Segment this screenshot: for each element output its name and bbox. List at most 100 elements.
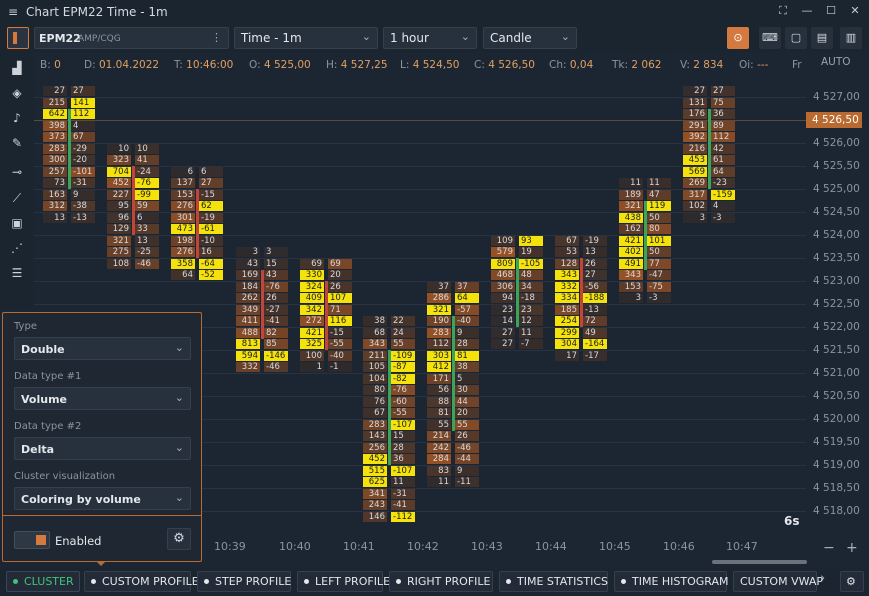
- cluster-delta-cell: 41: [135, 155, 159, 165]
- template-icon[interactable]: ▤: [811, 27, 833, 49]
- time-tick: 10:44: [535, 540, 567, 553]
- price-axis[interactable]: AUTO 4 527,00 4 526,00 4 525,50 4 525,00 4 5…: [806, 52, 869, 536]
- cluster-volume-cell: 809: [491, 258, 515, 269]
- tab-label: TIME HISTOGRAM: [632, 575, 729, 588]
- panel-toggle-icon[interactable]: ▥: [840, 27, 862, 49]
- symbol-selector[interactable]: EPM22 AMP/CQG ⋮: [34, 27, 229, 49]
- mouse-icon[interactable]: ▢: [785, 27, 807, 49]
- indicators-icon[interactable]: ▟: [12, 61, 22, 75]
- cluster-volume-cell: 317: [683, 189, 707, 200]
- zoom-out-icon[interactable]: −: [823, 540, 835, 556]
- cluster-volume-cell: 6: [171, 166, 195, 177]
- cluster-delta-cell: 82: [264, 327, 288, 338]
- tab-dot-icon: [204, 578, 209, 584]
- cluster-volume-cell: 27: [491, 339, 515, 349]
- volume-readout: V: 2 834: [680, 59, 724, 71]
- horizontal-line-icon[interactable]: ⊸: [11, 165, 23, 179]
- sidebar-toggle-icon[interactable]: [7, 27, 29, 49]
- cluster-delta-cell: -18: [519, 293, 543, 303]
- cluster-volume-cell: 256: [363, 442, 387, 453]
- cluster-volume-cell: 473: [171, 224, 195, 234]
- chart-type-dropdown[interactable]: Candle ⌄: [483, 27, 577, 49]
- bell-icon[interactable]: ♪: [13, 111, 21, 125]
- period-dropdown[interactable]: 1 hour ⌄: [383, 27, 477, 49]
- cluster-volume-cell: 453: [683, 155, 707, 165]
- cluster-volume-cell: 100: [300, 350, 324, 361]
- minimize-icon[interactable]: —: [801, 4, 813, 17]
- data-type-2-select[interactable]: Delta ⌄: [14, 437, 191, 460]
- chevron-down-icon: ⌄: [174, 341, 184, 354]
- cluster-volume-cell: 13: [43, 212, 67, 223]
- fibonacci-icon[interactable]: ⋰: [11, 241, 23, 255]
- cluster-volume-cell: 243: [363, 500, 387, 510]
- symbol-name: EPM22: [39, 32, 81, 45]
- cluster-volume-cell: 88: [427, 396, 451, 407]
- cluster-delta-cell: 59: [135, 201, 159, 211]
- chevron-right-icon[interactable]: ›: [820, 571, 825, 586]
- tab-step-profile[interactable]: STEP PROFILE: [197, 571, 291, 592]
- cluster-delta-cell: 119: [647, 201, 671, 211]
- data-type-1-select[interactable]: Volume ⌄: [14, 387, 191, 410]
- cluster-volume-cell: 27: [683, 86, 707, 96]
- price-tick: 4 524,50: [813, 206, 860, 218]
- price-tick: 4 525,00: [813, 183, 860, 195]
- pencil-icon[interactable]: ✎: [11, 136, 23, 150]
- tab-cluster[interactable]: CLUSTER: [6, 571, 80, 592]
- price-tick: 4 525,50: [813, 160, 860, 172]
- time-axis[interactable]: 3810:3910:4010:4110:4210:4310:4410:4510:…: [34, 536, 834, 558]
- cluster-delta-cell: -24: [135, 166, 159, 177]
- cluster-volume-cell: 515: [363, 465, 387, 476]
- tab-label: CLUSTER: [24, 575, 74, 588]
- cluster-volume-cell: 11: [619, 178, 643, 188]
- tab-custom-profile[interactable]: CUSTOM PROFILE: [84, 571, 199, 592]
- time-tick: 10:42: [407, 540, 439, 553]
- settings-gear-icon[interactable]: ⚙: [840, 571, 864, 592]
- more-options-icon[interactable]: ⋮: [211, 31, 222, 44]
- maximize-icon[interactable]: ☐: [826, 4, 836, 17]
- cluster-volume-cell: 176: [683, 109, 707, 119]
- cluster-volume-cell: 38: [363, 316, 387, 326]
- cluster-delta-cell: 112: [711, 132, 735, 142]
- tab-custom-vwap[interactable]: CUSTOM VWAP: [733, 571, 823, 592]
- cluster-delta-cell: -75: [647, 281, 671, 292]
- tab-time-histogram[interactable]: TIME HISTOGRAM: [614, 571, 729, 592]
- cluster-volume-cell: 184: [236, 281, 260, 292]
- rectangle-icon[interactable]: ▣: [11, 216, 23, 230]
- auto-scale-label[interactable]: AUTO: [821, 56, 851, 68]
- gear-icon[interactable]: ⚙: [167, 528, 191, 550]
- price-tick: 4 523,50: [813, 252, 860, 264]
- timeframe-dropdown[interactable]: Time - 1m ⌄: [234, 27, 378, 49]
- candle-body: [387, 350, 391, 465]
- cluster-volume-cell: 704: [107, 166, 131, 177]
- cluster-volume-cell: 56: [427, 385, 451, 395]
- time-tick: 10:43: [471, 540, 503, 553]
- keyboard-icon[interactable]: ⌨: [759, 27, 781, 49]
- text-icon[interactable]: ☰: [11, 266, 23, 280]
- cluster-delta-cell: -159: [711, 189, 735, 200]
- cluster-volume-cell: 83: [427, 465, 451, 476]
- cluster-volume-cell: 291: [683, 120, 707, 131]
- enabled-toggle[interactable]: [14, 531, 50, 549]
- layers-icon[interactable]: ◈: [12, 86, 22, 100]
- fullscreen-icon[interactable]: ⛶: [779, 4, 787, 17]
- trend-line-icon[interactable]: ⟋: [12, 191, 22, 205]
- ticks-readout: Tk: 2 062: [612, 59, 662, 71]
- horizontal-scrollbar[interactable]: [712, 560, 807, 564]
- cluster-delta-cell: -46: [135, 258, 159, 269]
- chevron-down-icon: ⌄: [174, 441, 184, 454]
- cluster-volume-cell: 283: [363, 419, 387, 430]
- cluster-delta-cell: 27: [71, 86, 95, 96]
- cluster-volume-cell: 569: [683, 166, 707, 177]
- cluster-volume-cell: 153: [619, 281, 643, 292]
- zoom-in-icon[interactable]: +: [846, 540, 858, 556]
- tab-time-statistics[interactable]: TIME STATISTICS: [499, 571, 608, 592]
- visualization-select[interactable]: Coloring by volume ⌄: [14, 487, 191, 510]
- enabled-label: Enabled: [55, 534, 102, 548]
- cluster-volume-cell: 330: [300, 270, 324, 280]
- magnifier-icon[interactable]: ⊙: [727, 27, 749, 49]
- tab-left-profile[interactable]: LEFT PROFILE: [297, 571, 390, 592]
- close-icon[interactable]: ✕: [850, 4, 860, 17]
- type-select[interactable]: Double ⌄: [14, 337, 191, 360]
- tab-right-profile[interactable]: RIGHT PROFILE: [389, 571, 493, 592]
- hamburger-menu-icon[interactable]: ≡: [7, 5, 19, 19]
